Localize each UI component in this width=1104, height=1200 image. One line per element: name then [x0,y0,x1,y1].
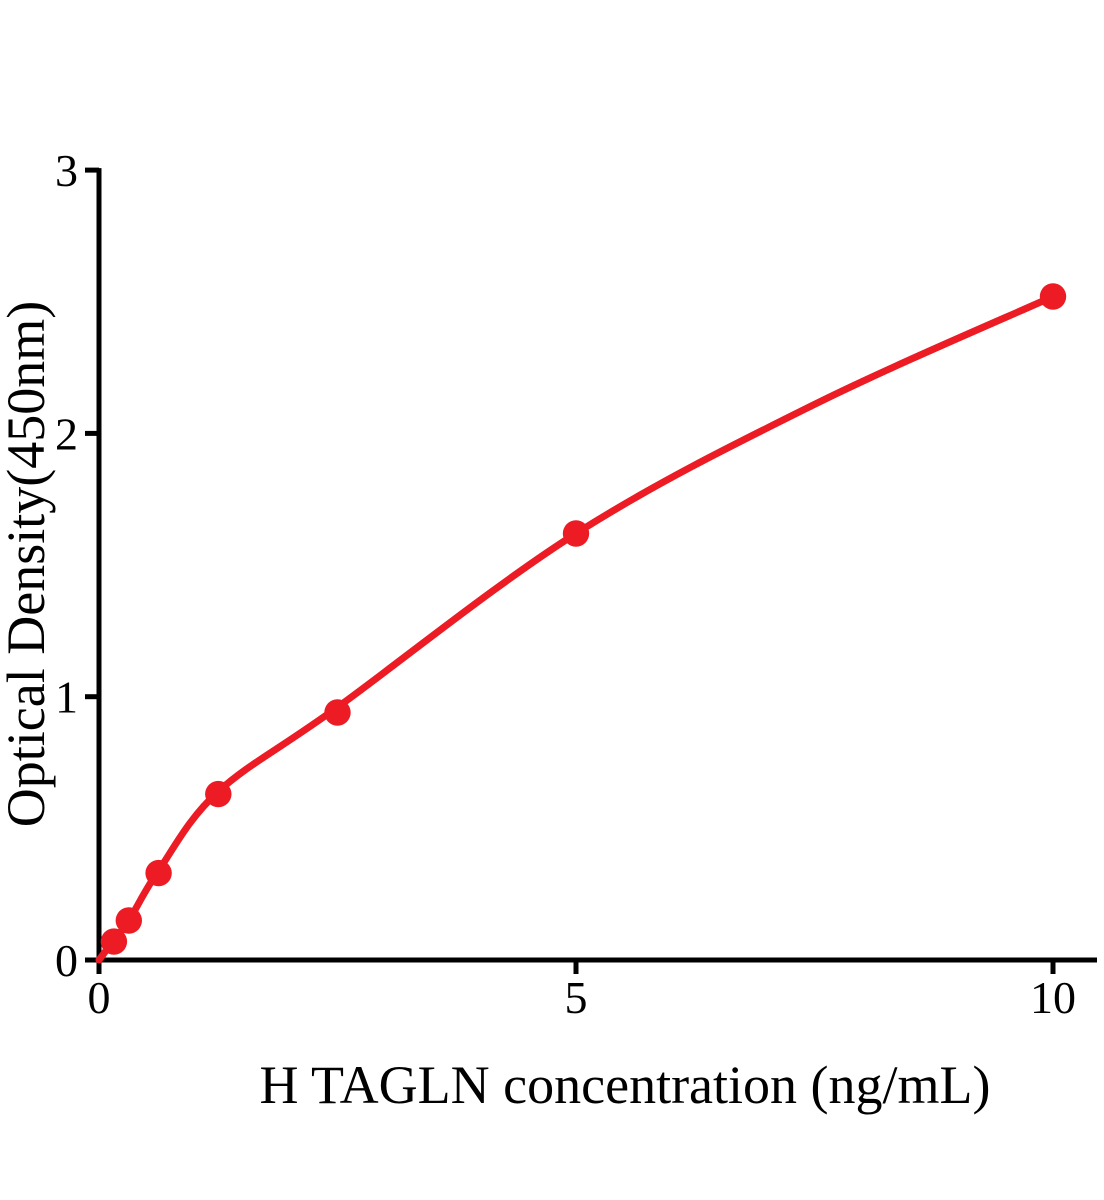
x-tick-label: 10 [1030,972,1076,1023]
x-axis-label: H TAGLN concentration (ng/mL) [260,1055,991,1115]
x-tick-label: 5 [565,972,588,1023]
x-tick-label: 0 [88,972,111,1023]
series-layer [95,283,1067,964]
data-point [1039,283,1067,310]
y-tick-label: 3 [55,145,78,196]
y-axis-label: Optical Density(450nm) [0,301,56,827]
y-tick-label: 2 [55,408,78,459]
data-point [115,907,142,934]
y-tick-label: 1 [55,672,78,723]
axes-layer: 0 1 2 3 0 5 10 [55,145,1097,1023]
data-point [205,780,232,808]
y-tick-label: 0 [55,935,78,986]
data-point [145,859,172,887]
data-point [100,928,128,955]
fit-curve [95,293,1057,964]
data-point [324,699,351,726]
data-point [562,520,590,547]
